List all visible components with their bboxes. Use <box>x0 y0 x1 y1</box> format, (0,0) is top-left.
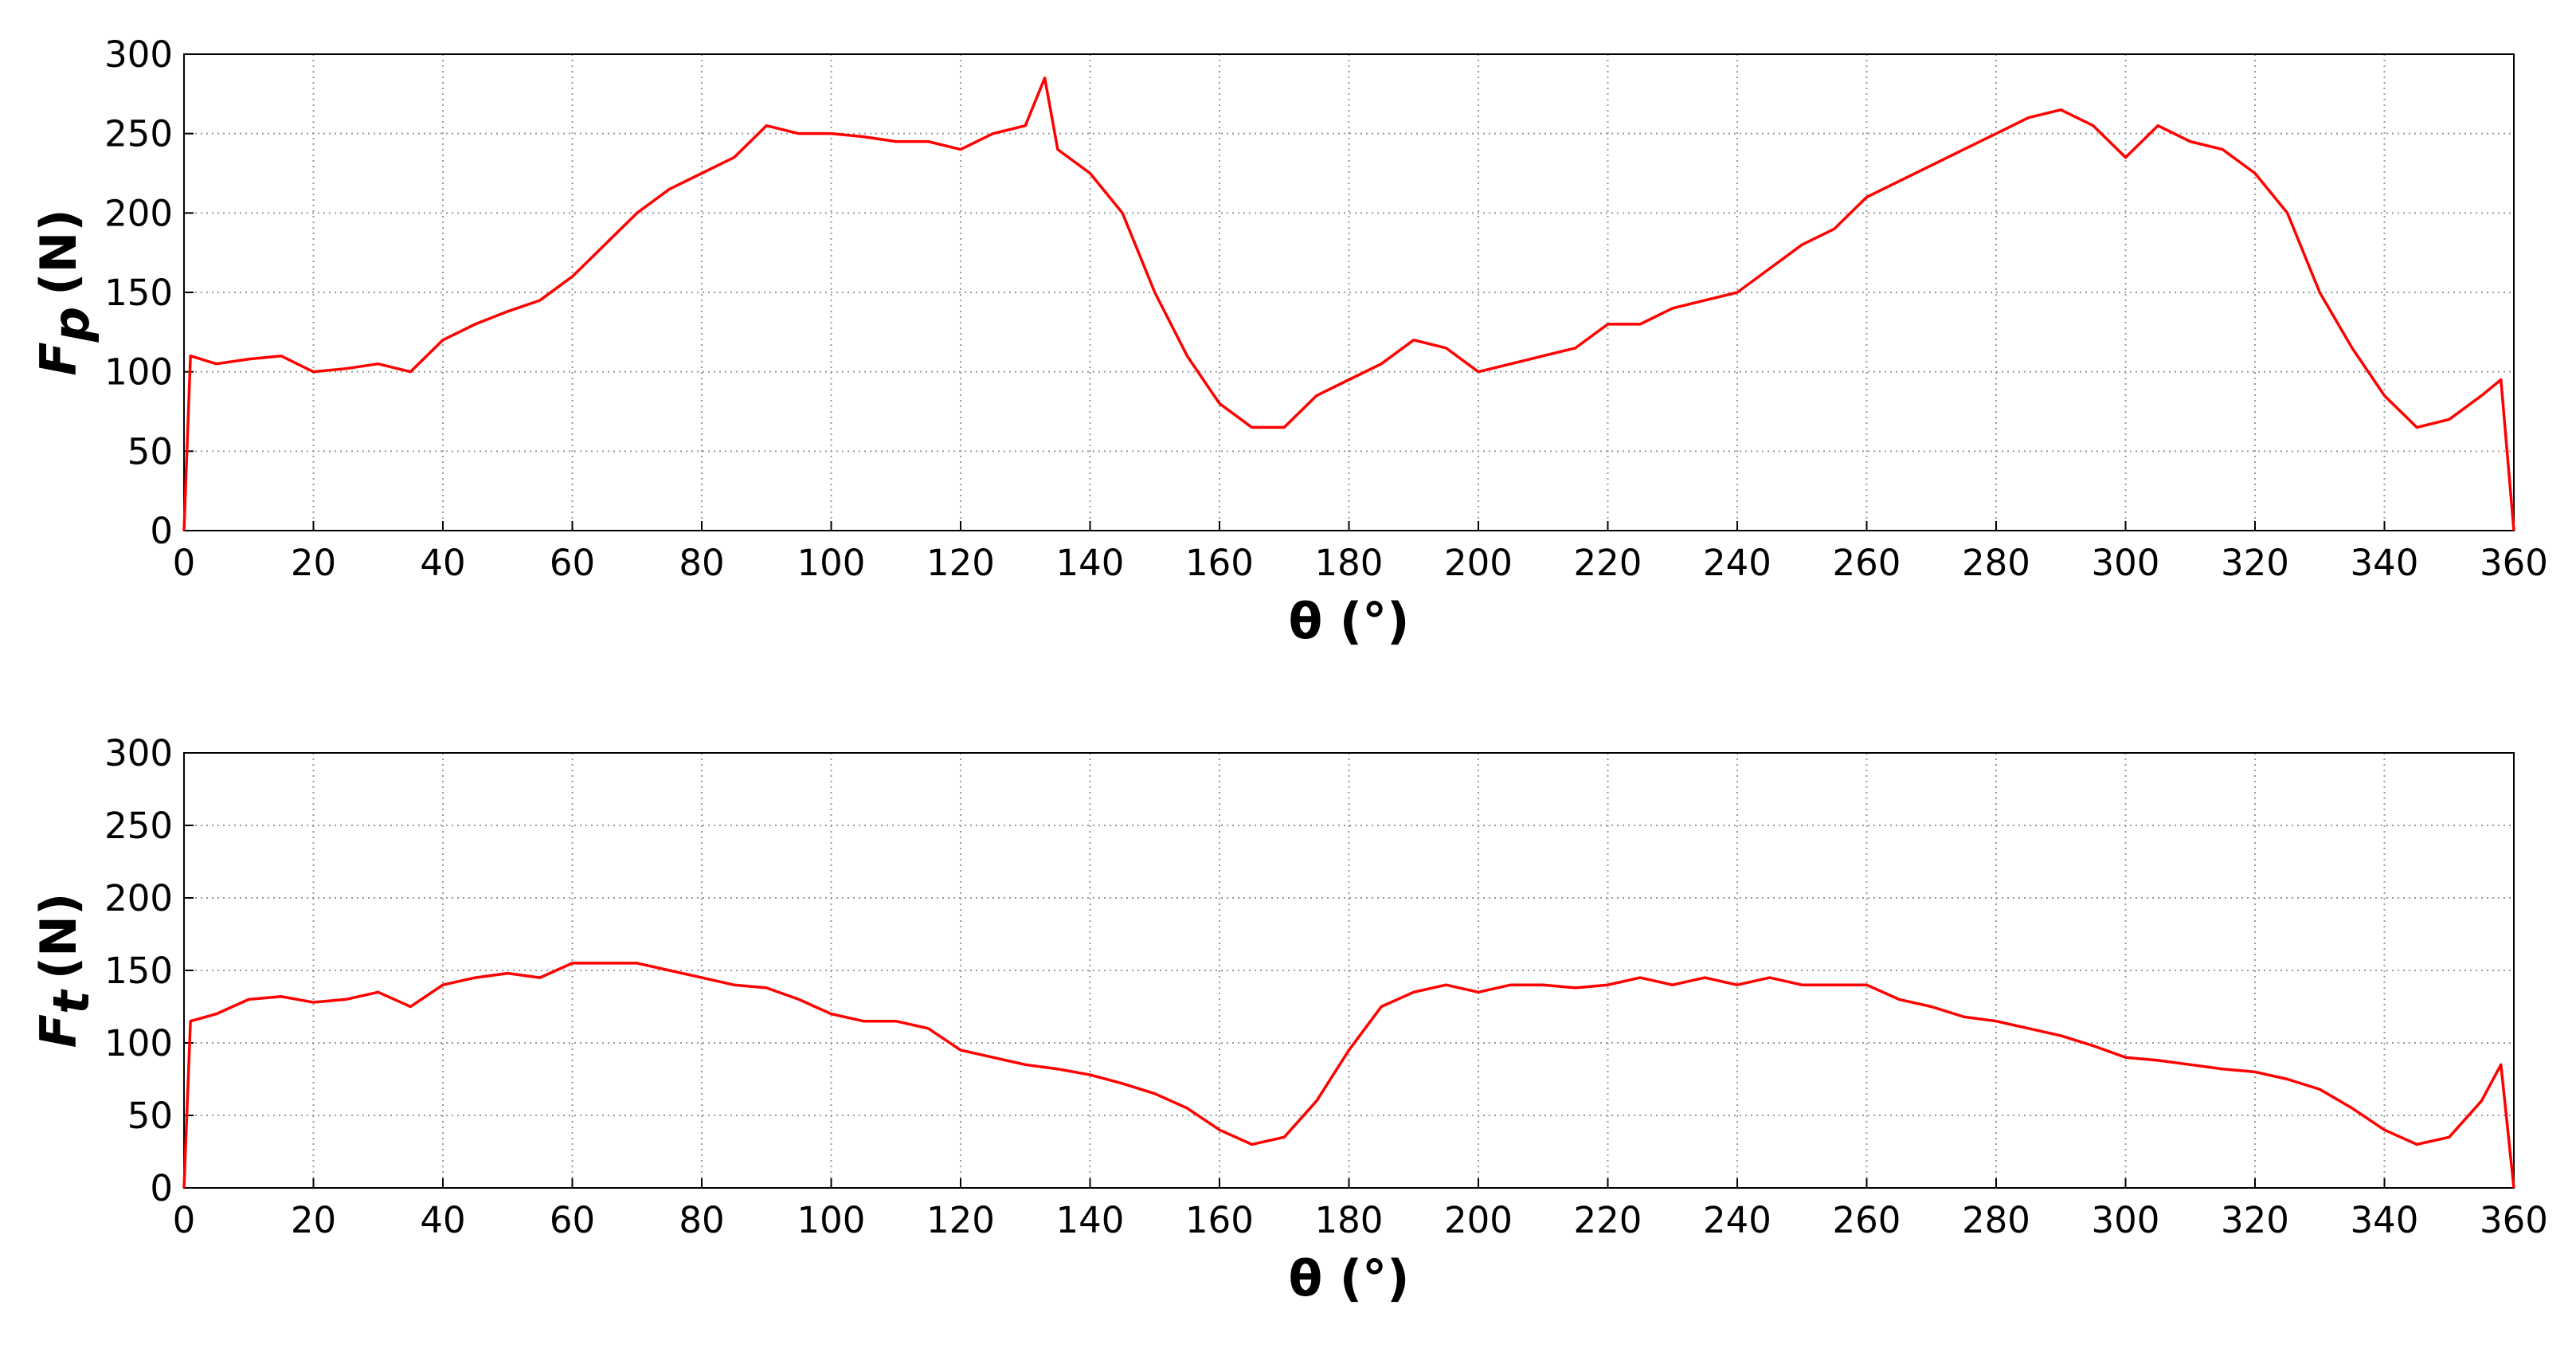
x-tick-label: 160 <box>1185 1199 1254 1241</box>
x-tick-label: 100 <box>797 542 866 584</box>
x-tick-label: 320 <box>2221 1199 2289 1241</box>
plot-frame <box>183 53 2515 531</box>
x-axis-label: θ (°) <box>1289 1249 1410 1307</box>
x-tick-label: 60 <box>550 1199 595 1241</box>
x-tick-label: 200 <box>1444 1199 1513 1241</box>
x-tick-label: 220 <box>1574 542 1642 584</box>
chart: 0 20 40 60 80 100 120 140 160 180 200 220 240 260 280 3… <box>104 33 2548 584</box>
x-tick-label: 40 <box>420 542 465 584</box>
x-tick-label: 0 <box>173 542 196 584</box>
x-tick-label: 360 <box>2480 1199 2548 1241</box>
y-axis-label: Fp (N) <box>29 209 100 375</box>
x-tick-label: 80 <box>679 1199 724 1241</box>
x-tick-label: 340 <box>2351 542 2419 584</box>
y-axis-label-unit: (N) <box>29 893 88 980</box>
x-tick-label: 260 <box>1833 542 1901 584</box>
x-tick-label: 340 <box>2351 1199 2419 1241</box>
x-tick-label: 140 <box>1056 1199 1125 1241</box>
plot-frame <box>183 752 2515 1189</box>
chart: 0 20 40 60 80 100 120 140 160 180 200 220 240 260 280 3… <box>104 732 2548 1241</box>
y-tick-label: 0 <box>150 510 173 552</box>
x-tick-label: 20 <box>291 542 336 584</box>
x-tick-label: 180 <box>1315 1199 1384 1241</box>
x-tick-label: 40 <box>420 1199 465 1241</box>
x-tick-label: 200 <box>1444 542 1513 584</box>
y-tick-label: 200 <box>104 877 173 919</box>
y-axis-label-main: F <box>29 1014 88 1048</box>
x-tick-label: 280 <box>1962 542 2030 584</box>
x-tick-label: 260 <box>1833 1199 1901 1241</box>
y-tick-label: 150 <box>104 950 173 992</box>
y-tick-label: 300 <box>104 33 173 76</box>
x-tick-label: 300 <box>2092 542 2160 584</box>
x-tick-label: 120 <box>926 1199 995 1241</box>
y-tick-label: 100 <box>104 351 173 394</box>
x-tick-label: 60 <box>550 542 595 584</box>
y-tick-label: 200 <box>104 192 173 234</box>
x-axis-label: θ (°) <box>1289 592 1410 650</box>
x-tick-label: 80 <box>679 542 724 584</box>
x-tick-label: 220 <box>1574 1199 1642 1241</box>
x-tick-label: 320 <box>2221 542 2289 584</box>
x-tick-label: 100 <box>797 1199 866 1241</box>
x-tick-label: 160 <box>1185 542 1254 584</box>
y-tick-label: 250 <box>104 113 173 155</box>
y-tick-label: 100 <box>104 1022 173 1064</box>
x-tick-label: 140 <box>1056 542 1125 584</box>
y-tick-label: 250 <box>104 805 173 847</box>
x-tick-label: 240 <box>1703 542 1771 584</box>
x-tick-label: 280 <box>1962 1199 2030 1241</box>
y-axis-label-unit: (N) <box>29 209 88 296</box>
data-line <box>182 76 2515 531</box>
x-tick-label: 180 <box>1315 542 1384 584</box>
x-tick-label: 20 <box>291 1199 336 1241</box>
y-tick-label: 0 <box>150 1167 173 1209</box>
y-axis-label-sub: t <box>42 989 100 1014</box>
y-tick-label: 300 <box>104 732 173 774</box>
x-tick-label: 360 <box>2480 542 2548 584</box>
x-tick-label: 0 <box>173 1199 196 1241</box>
y-axis-label-main: F <box>29 342 88 375</box>
y-axis-label-sub: p <box>42 307 100 343</box>
y-tick-label: 50 <box>127 1095 173 1137</box>
x-tick-label: 240 <box>1703 1199 1771 1241</box>
x-tick-label: 120 <box>926 542 995 584</box>
x-tick-label: 300 <box>2092 1199 2160 1241</box>
y-axis-label: Ft (N) <box>29 893 100 1048</box>
y-tick-label: 50 <box>127 430 173 472</box>
data-line <box>182 962 2515 1189</box>
y-tick-label: 150 <box>104 272 173 314</box>
